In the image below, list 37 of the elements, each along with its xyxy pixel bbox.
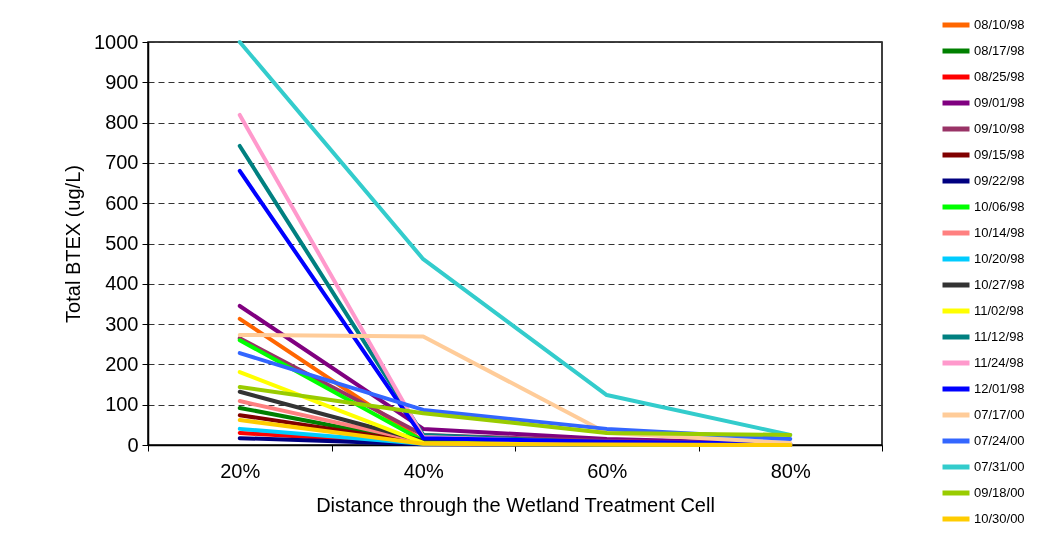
y-tick-label: 0 (127, 433, 139, 456)
legend-label: 08/17/98 (974, 43, 1025, 58)
y-tick-label: 100 (105, 393, 139, 416)
legend-label: 07/31/00 (974, 459, 1025, 474)
y-tick-label: 600 (105, 191, 139, 214)
legend-label: 10/27/98 (974, 277, 1025, 292)
legend-label: 09/01/98 (974, 95, 1025, 110)
y-tick-label: 400 (105, 272, 139, 295)
legend-label: 11/02/98 (974, 303, 1024, 318)
legend-label: 10/30/00 (974, 511, 1025, 526)
y-tick-label: 500 (105, 232, 139, 254)
x-tick-label: 20% (220, 459, 261, 482)
legend-label: 08/10/98 (974, 17, 1025, 32)
x-tick-label: 60% (587, 459, 628, 482)
legend-label: 09/15/98 (974, 147, 1025, 162)
legend-label: 12/01/98 (974, 381, 1025, 396)
y-tick-label: 200 (105, 352, 139, 375)
x-tick-label: 40% (403, 459, 444, 482)
y-tick-label: 900 (105, 70, 139, 93)
legend-label: 09/18/00 (974, 485, 1025, 500)
y-tick-label: 700 (105, 151, 139, 174)
legend-label: 10/20/98 (974, 251, 1025, 266)
legend-label: 09/10/98 (974, 121, 1025, 136)
y-tick-label: 800 (105, 111, 139, 134)
legend-label: 11/12/98 (974, 329, 1024, 344)
legend-label: 09/22/98 (974, 173, 1025, 188)
legend-label: 10/06/98 (974, 199, 1025, 214)
legend-label: 07/24/00 (974, 433, 1025, 448)
y-tick-label: 1000 (94, 30, 139, 53)
y-tick-label: 300 (105, 312, 139, 335)
legend-label: 10/14/98 (974, 225, 1025, 240)
legend-label: 07/17/00 (974, 407, 1025, 422)
legend-label: 11/24/98 (974, 355, 1024, 370)
x-axis-title: Distance through the Wetland Treatment Cell (316, 493, 715, 516)
x-tick-label: 80% (770, 459, 811, 482)
y-axis-title: Total BTEX (ug/L) (62, 165, 85, 323)
legend-label: 08/25/98 (974, 69, 1025, 84)
